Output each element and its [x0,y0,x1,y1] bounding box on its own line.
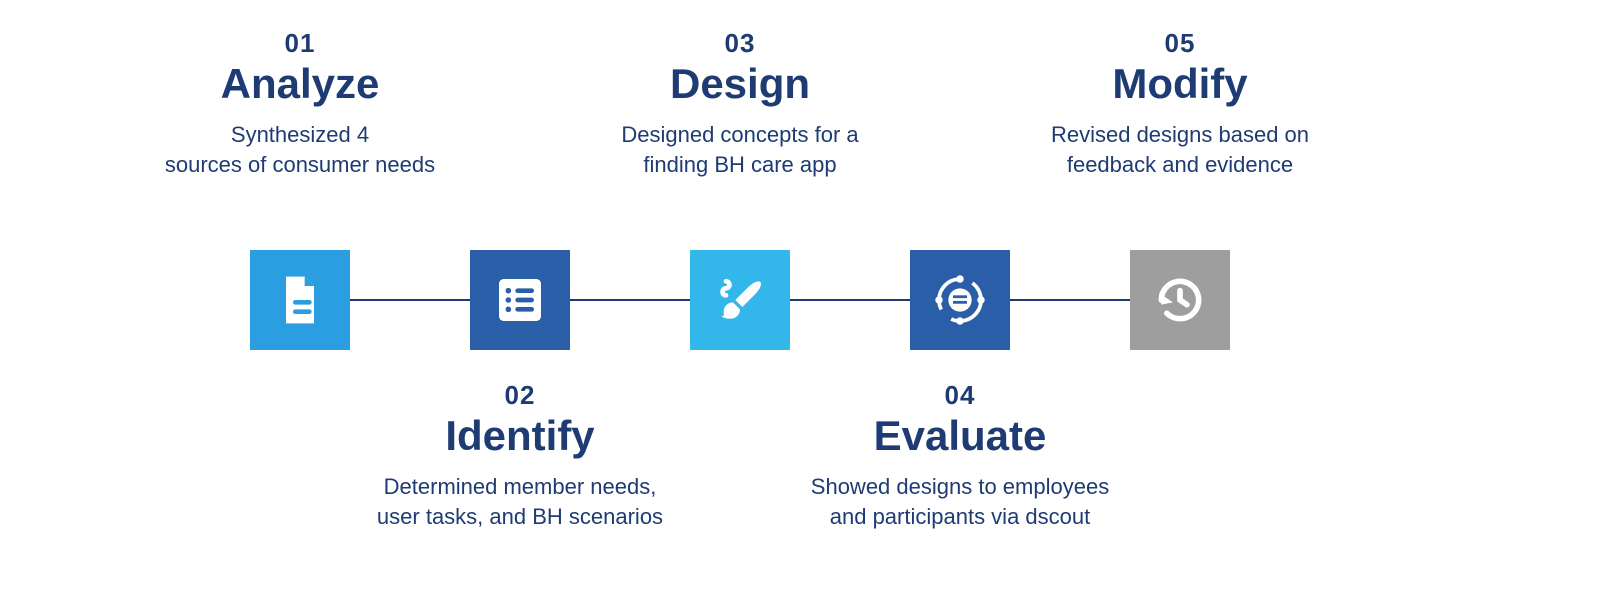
step-4-desc: Showed designs to employees and particip… [800,472,1120,531]
step-3-title: Design [600,60,880,108]
step-1-title: Analyze [160,60,440,108]
step-1-icon-box [250,250,350,350]
step-5-desc: Revised designs based on feedback and ev… [1020,120,1340,179]
step-1-number: 01 [160,28,440,59]
step-5-icon-box [1130,250,1230,350]
step-3-number: 03 [600,28,880,59]
step-3-desc: Designed concepts for a finding BH care … [580,120,900,179]
brush-icon [712,272,768,328]
step-5-title: Modify [1040,60,1320,108]
process-flow: 01 Analyze Synthesized 4 sources of cons… [0,0,1600,600]
step-4-number: 04 [820,380,1100,411]
step-1-desc: Synthesized 4 sources of consumer needs [140,120,460,179]
orbit-chat-icon [932,272,988,328]
step-5-number: 05 [1040,28,1320,59]
history-icon [1152,272,1208,328]
step-4-icon-box [910,250,1010,350]
step-2-title: Identify [380,412,660,460]
step-2-desc: Determined member needs, user tasks, and… [360,472,680,531]
step-2-number: 02 [380,380,660,411]
list-icon [492,272,548,328]
step-2-icon-box [470,250,570,350]
step-3-icon-box [690,250,790,350]
step-4-title: Evaluate [820,412,1100,460]
document-icon [272,272,328,328]
